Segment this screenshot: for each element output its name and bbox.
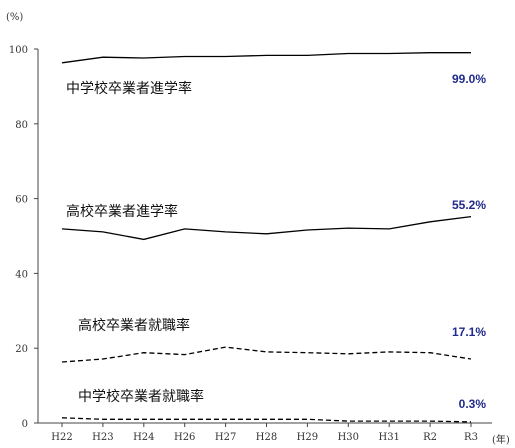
end-label-junior-high-employment: 0.3% — [459, 397, 487, 411]
series-label-junior-high-advancement: 中学校卒業者進学率 — [66, 80, 192, 97]
x-tick-label: H30 — [338, 432, 359, 443]
x-tick-label: R3 — [464, 432, 478, 443]
series-lines — [61, 52, 472, 423]
x-tick-label: H31 — [378, 432, 399, 443]
series-line-3 — [61, 417, 472, 423]
x-tick-label: H27 — [215, 432, 236, 443]
x-axis-ticks: H22 H23 H24 H26 H27 H28 H29 H30 H31 R2 R3 — [51, 423, 478, 443]
x-tick-label: H22 — [51, 432, 72, 443]
x-tick-label: H23 — [92, 432, 113, 443]
y-axis-ticks: 0 20 40 60 80 100 — [9, 45, 38, 430]
y-tick-label: 60 — [15, 195, 28, 206]
y-axis-unit: (%) — [6, 12, 23, 23]
x-axis-unit: (年) — [492, 433, 510, 446]
y-tick-label: 80 — [15, 120, 28, 131]
end-label-junior-high-advancement: 99.0% — [452, 72, 486, 86]
x-tick-label: R2 — [423, 432, 437, 443]
y-tick-label: 0 — [22, 419, 28, 430]
series-line-1 — [61, 215, 472, 241]
x-tick-label: H26 — [174, 432, 195, 443]
x-tick-label: H28 — [256, 432, 277, 443]
x-tick-label: H29 — [297, 432, 318, 443]
y-tick-label: 100 — [9, 45, 28, 56]
series-line-2 — [61, 346, 472, 363]
series-label-high-school-advancement: 高校卒業者進学率 — [66, 203, 178, 220]
series-label-junior-high-employment: 中学校卒業者就職率 — [78, 388, 204, 405]
end-label-high-school-advancement: 55.2% — [452, 198, 486, 212]
series-line-0 — [61, 52, 471, 64]
end-label-high-school-employment: 17.1% — [452, 325, 486, 339]
y-tick-label: 40 — [15, 269, 28, 280]
y-tick-label: 20 — [15, 344, 28, 355]
series-label-high-school-employment: 高校卒業者就職率 — [78, 317, 190, 334]
x-tick-label: H24 — [133, 432, 154, 443]
